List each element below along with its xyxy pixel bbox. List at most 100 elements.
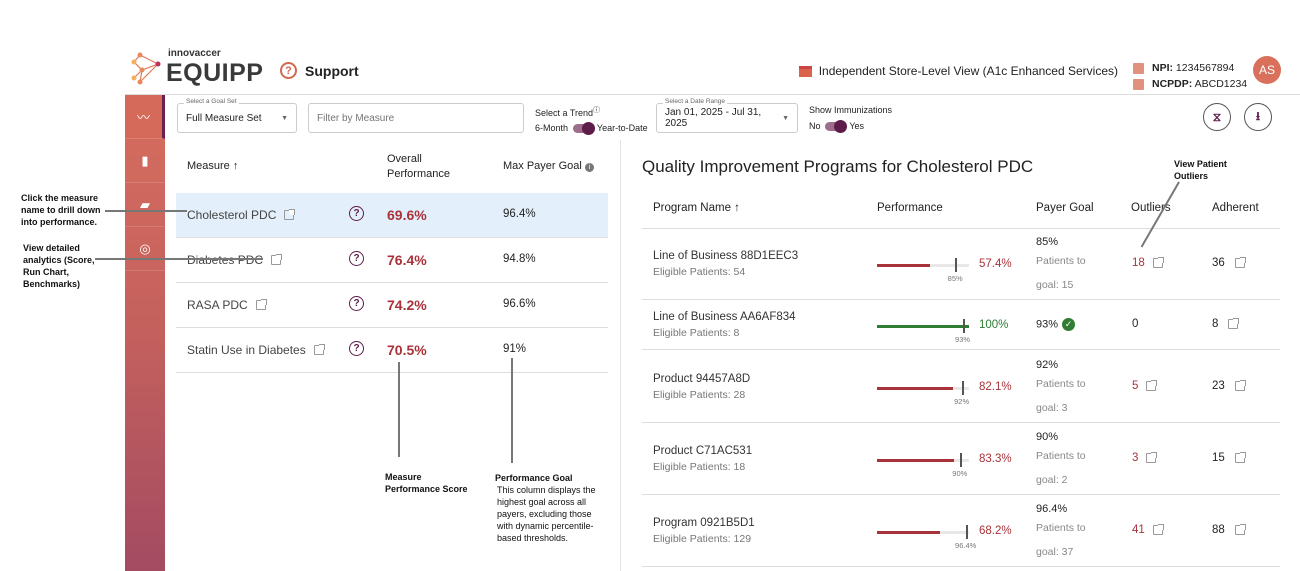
goal-set-select[interactable]: Select a Goal Set Full Measure Set ▼ — [177, 98, 297, 133]
info-icon: i — [584, 163, 594, 172]
outliers-cell[interactable]: 3 — [1132, 452, 1158, 464]
pharmacy-ids: NPI: 1234567894 NCPDP: ABCD1234 — [1133, 60, 1247, 92]
adherent-cell[interactable]: 15 — [1212, 452, 1246, 464]
measure-row[interactable]: Statin Use in Diabetes ? 70.5% 91% — [176, 328, 608, 373]
sidebar-item-trends[interactable]: 〰 — [125, 95, 165, 139]
external-link-icon[interactable] — [1146, 379, 1158, 391]
annotation-analytics: View detailed analytics (Score, Run Char… — [23, 243, 95, 289]
patients-to-goal: Patients to goal: 15 — [1036, 255, 1086, 291]
person-badge-icon — [1133, 78, 1144, 90]
download-icon: ⭳ — [1255, 108, 1261, 123]
measure-name-link[interactable]: Cholesterol PDC — [187, 208, 296, 222]
goal-marker — [962, 319, 965, 333]
help-icon[interactable]: ? — [349, 206, 364, 221]
ncpdp-value: ABCD1234 — [1194, 78, 1248, 90]
adherent-cell[interactable]: 23 — [1212, 379, 1246, 392]
target-icon: ◎ — [139, 240, 151, 256]
program-name-header[interactable]: Program Name ↑ — [653, 202, 740, 214]
immunizations-toggle[interactable] — [825, 120, 848, 134]
help-icon[interactable]: ? — [349, 251, 364, 266]
help-icon[interactable]: ? — [349, 296, 364, 311]
goal-marker-label: 93% — [955, 335, 971, 344]
date-range-select[interactable]: Select a Date Range Jan 01, 2025 - Jul 31… — [656, 98, 798, 133]
outliers-cell[interactable]: 5 — [1132, 379, 1158, 392]
external-link-icon[interactable] — [1146, 452, 1158, 463]
download-button[interactable]: ⭳ — [1244, 103, 1272, 131]
annotation-line — [398, 362, 400, 457]
program-name[interactable]: Line of Business 88D1EEC3 — [653, 250, 799, 262]
clear-filters-button[interactable]: ⧖ — [1203, 103, 1231, 131]
annotation-drill-down: Click the measure name to drill down int… — [21, 193, 101, 227]
payer-goal: 96.4% Patients to goal: 37 — [1036, 503, 1098, 564]
trend-icon: 〰 — [136, 110, 150, 125]
performance-bar: 92% — [877, 380, 969, 406]
program-name[interactable]: Product C71AC531 — [653, 445, 753, 457]
outliers-count: 0 — [1132, 318, 1139, 330]
ncpdp-label: NCPDP: — [1152, 78, 1193, 90]
performance-bar: 85% — [877, 258, 969, 283]
program-row: Product C71AC531 Eligible Patients: 18 9… — [642, 423, 1280, 495]
measure-name-link[interactable]: Statin Use in Diabetes — [187, 343, 325, 357]
external-link-icon[interactable] — [1152, 524, 1164, 535]
program-name[interactable]: Program 0921B5D1 — [653, 517, 755, 529]
sidebar-item-clinical[interactable]: ▰ — [125, 183, 165, 227]
annotation-goal-title: Performance Goal — [495, 473, 573, 483]
trend-off-label: 6-Month — [535, 123, 569, 133]
external-link-icon[interactable] — [1228, 318, 1240, 329]
performance-bar: 93% — [877, 319, 970, 344]
adherent-cell[interactable]: 8 — [1212, 318, 1240, 330]
measure-row[interactable]: Cholesterol PDC ? 69.6% 96.4% — [176, 193, 608, 238]
measure-name: RASA PDC — [187, 298, 248, 312]
measure-name: Diabetes PDC — [187, 253, 264, 267]
outliers-count: 18 — [1132, 257, 1145, 269]
eligible-patients: Eligible Patients: 129 — [653, 533, 752, 545]
avatar[interactable]: AS — [1253, 56, 1281, 84]
program-name[interactable]: Product 94457A8D — [653, 372, 751, 385]
adherent-count: 8 — [1212, 318, 1219, 330]
measure-row[interactable]: RASA PDC ? 74.2% 96.6% — [176, 283, 608, 328]
payer-goal: 92% Patients to goal: 3 — [1036, 359, 1098, 420]
date-range-value: Jan 01, 2025 - Jul 31, 2025 — [665, 107, 762, 129]
measure-row[interactable]: Diabetes PDC ? 76.4% 94.8% — [176, 238, 608, 283]
external-link-icon[interactable] — [255, 299, 267, 310]
outliers-cell[interactable]: 41 — [1132, 524, 1164, 536]
external-link-icon[interactable] — [1152, 257, 1164, 268]
external-link-icon[interactable] — [313, 344, 325, 355]
outliers-cell[interactable]: 18 — [1132, 257, 1164, 269]
program-name[interactable]: Line of Business AA6AF834 — [653, 311, 796, 323]
measure-name: Cholesterol PDC — [187, 208, 277, 222]
program-row: Program 0921B5D1 Eligible Patients: 129 … — [642, 495, 1280, 567]
adherent-cell[interactable]: 88 — [1212, 524, 1246, 536]
immunizations-label: Show Immunizations — [809, 105, 893, 115]
adherent-cell[interactable]: 36 — [1212, 257, 1246, 269]
payer-goal-value: 93% — [1036, 318, 1059, 331]
measure-column-header[interactable]: Measure ↑ — [187, 160, 239, 172]
outliers-cell[interactable]: 0 — [1132, 318, 1138, 330]
measure-name-link[interactable]: RASA PDC — [187, 298, 267, 312]
measure-name-link[interactable]: Diabetes PDC — [187, 253, 283, 267]
help-icon[interactable]: ? — [349, 341, 364, 356]
chevron-down-icon: ▼ — [782, 114, 789, 122]
sidebar-item-goals[interactable]: ◎ — [125, 227, 165, 271]
sidebar-item-billing[interactable]: ▮ — [125, 139, 165, 183]
trend-toggle-group: 6-Month Year-to-Date — [535, 122, 648, 136]
patients-to-goal: Patients to goal: 2 — [1036, 450, 1086, 486]
goal-marker-label: 92% — [954, 396, 970, 406]
support-link[interactable]: ? Support — [280, 62, 359, 79]
programs-title: Quality Improvement Programs for Cholest… — [642, 157, 1034, 176]
external-link-icon[interactable] — [1234, 452, 1246, 463]
goal-marker-label: 85% — [947, 274, 963, 283]
external-link-icon[interactable] — [1234, 257, 1246, 268]
adherent-header: Adherent — [1212, 202, 1259, 214]
eligible-patients: Eligible Patients: 18 — [653, 461, 746, 473]
filter-by-measure-input[interactable] — [308, 103, 524, 133]
external-link-icon[interactable] — [1234, 379, 1246, 391]
store-view: Independent Store-Level View (A1c Enhanc… — [798, 64, 1118, 78]
trend-toggle[interactable] — [572, 122, 595, 136]
external-link-icon[interactable] — [271, 254, 283, 265]
npi-label: NPI: — [1152, 62, 1173, 74]
filter-off-icon: ⧖ — [1212, 109, 1222, 124]
external-link-icon[interactable] — [1234, 524, 1246, 535]
payer-goal-value: 90% — [1036, 431, 1059, 443]
external-link-icon[interactable] — [284, 209, 296, 220]
